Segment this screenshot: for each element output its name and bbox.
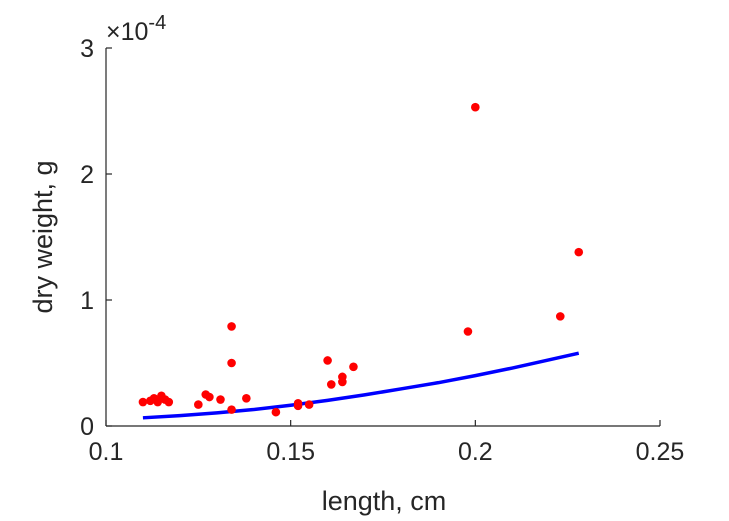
fit-curve xyxy=(142,351,580,420)
data-point xyxy=(338,377,347,387)
x-axis-label: length, cm xyxy=(322,486,447,516)
x-tick-label: 0.2 xyxy=(458,438,493,466)
data-point xyxy=(216,395,225,404)
data-point xyxy=(304,400,314,409)
data-point xyxy=(574,247,584,257)
y-exponent-power: -4 xyxy=(148,12,166,34)
data-point xyxy=(227,322,236,331)
data-point xyxy=(242,393,251,403)
data-point xyxy=(153,397,163,407)
data-point xyxy=(164,397,174,407)
axis-labels: length, cm dry weight, g ×10-4 xyxy=(28,12,446,516)
plot-area xyxy=(138,102,584,420)
y-tick-label: 3 xyxy=(80,35,94,63)
axes: 0.1 0.15 0.2 0.25 0 1 2 3 xyxy=(80,35,684,466)
data-point xyxy=(471,102,480,112)
data-point xyxy=(227,358,236,368)
data-point xyxy=(205,392,214,402)
y-exponent-base: ×10 xyxy=(106,18,148,46)
x-tick-label: 0.15 xyxy=(266,438,315,466)
data-point xyxy=(138,397,148,407)
data-point xyxy=(227,405,236,414)
y-exponent-label: ×10-4 xyxy=(106,12,166,46)
y-tick-label: 2 xyxy=(80,161,94,189)
data-point xyxy=(326,380,336,389)
data-point xyxy=(555,312,565,321)
data-point xyxy=(271,407,281,417)
data-point xyxy=(323,356,332,365)
y-axis-label: dry weight, g xyxy=(28,160,58,313)
y-tick-label: 1 xyxy=(80,287,94,315)
data-point xyxy=(293,401,303,411)
x-tick-label: 0.1 xyxy=(89,438,124,466)
data-point xyxy=(194,400,203,409)
data-point xyxy=(349,362,358,372)
data-point xyxy=(463,327,473,336)
y-tick-label: 0 xyxy=(80,413,94,441)
x-tick-label: 0.25 xyxy=(636,438,685,466)
